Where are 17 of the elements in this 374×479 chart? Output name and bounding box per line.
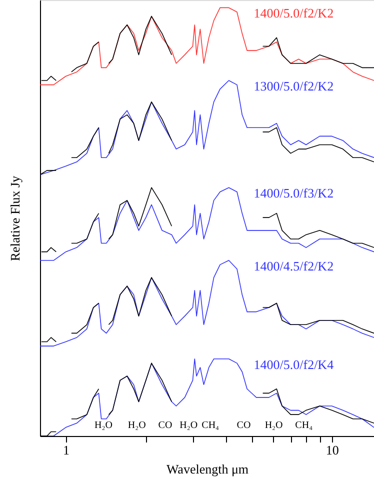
x-tick-label: 10 <box>326 442 339 458</box>
x-tick-label: 1 <box>63 442 70 458</box>
annotation: CH₄ <box>295 420 314 431</box>
annotation: H₂O <box>128 420 146 431</box>
annotation: CH₄ <box>202 420 220 431</box>
annotation: H₂O <box>264 420 283 431</box>
annotation: H₂O <box>180 420 198 431</box>
series-label: 1400/5.0/f3/K2 <box>254 186 334 201</box>
series-label: 1400/5.0/f2/K4 <box>254 356 334 372</box>
annotation: CO <box>236 420 251 431</box>
annotation: H₂O <box>94 420 112 431</box>
series-label: 1400/5.0/f2/K2 <box>254 6 334 21</box>
x-axis-title: Wavelength μm <box>166 462 249 476</box>
series-label: 1300/5.0/f2/K2 <box>254 78 334 94</box>
series-label: 1400/4.5/f2/K2 <box>254 258 334 274</box>
y-axis-title: Relative Flux Jy <box>8 175 22 262</box>
annotation: CO <box>158 420 172 431</box>
